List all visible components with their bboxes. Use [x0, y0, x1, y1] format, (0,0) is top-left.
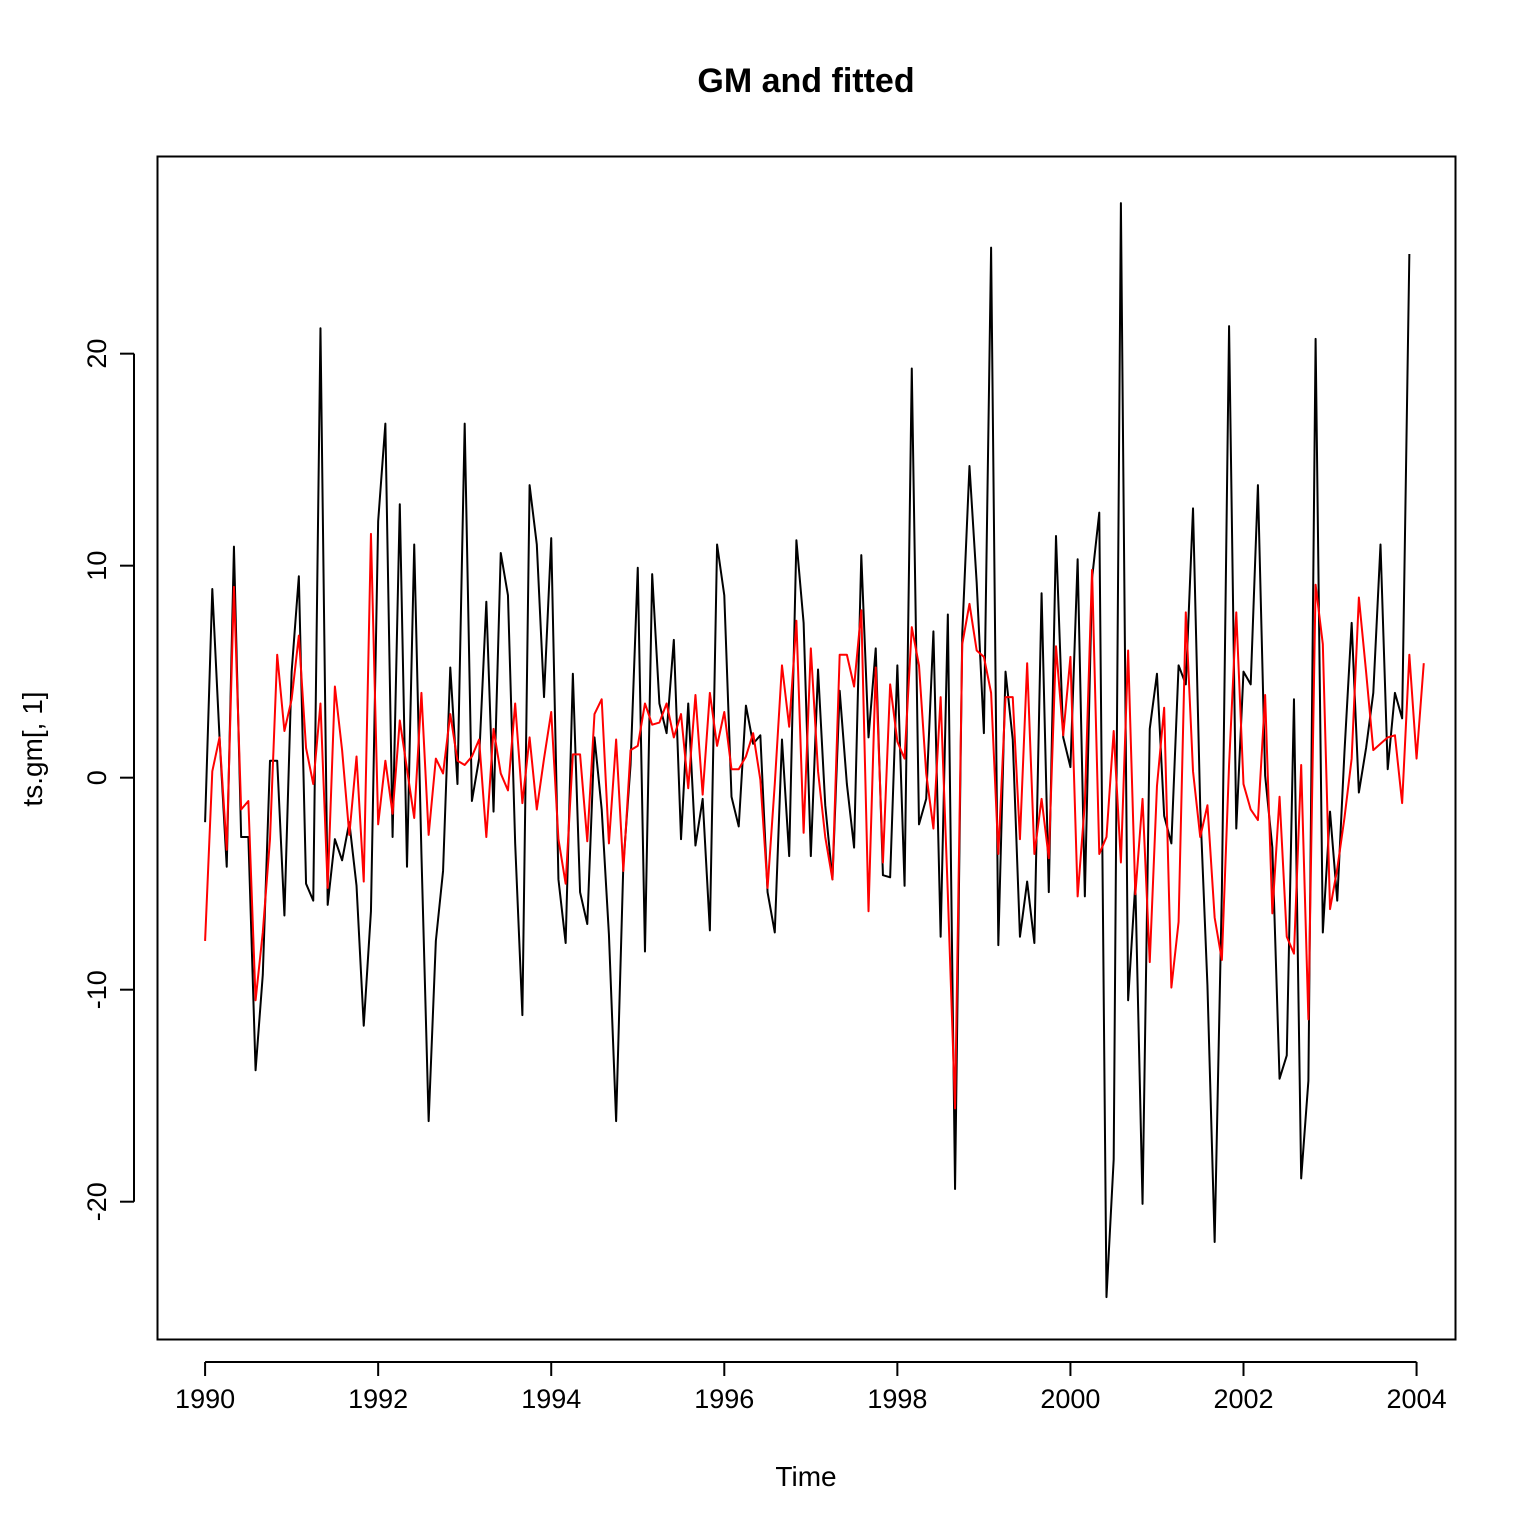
x-axis: 1990 1992 1994 1996 1998 2000 2002 2004 — [175, 1361, 1447, 1414]
x-tick-label: 2004 — [1387, 1384, 1447, 1414]
x-tick-label: 2002 — [1213, 1384, 1273, 1414]
y-axis: -20 -10 0 10 20 — [82, 339, 135, 1221]
y-tick-label: -20 — [82, 1182, 112, 1221]
x-tick-label: 1992 — [348, 1384, 408, 1414]
x-tick-label: 2000 — [1040, 1384, 1100, 1414]
y-tick-label: 10 — [82, 551, 112, 581]
x-tick-label: 1990 — [175, 1384, 235, 1414]
chart-title: GM and fitted — [697, 62, 914, 100]
x-tick-label: 1994 — [521, 1384, 581, 1414]
y-axis-label: ts.gm[, 1] — [17, 691, 48, 806]
y-tick-label: 20 — [82, 339, 112, 369]
plot-frame — [156, 155, 1457, 1341]
x-tick-label: 1998 — [867, 1384, 927, 1414]
x-axis-label: Time — [775, 1461, 836, 1492]
y-tick-label: -10 — [82, 970, 112, 1009]
series-line-fitted — [204, 532, 1425, 1110]
x-tick-label: 1996 — [694, 1384, 754, 1414]
series-layer — [204, 202, 1425, 1299]
y-tick-label: 0 — [82, 770, 112, 785]
plot-area — [156, 155, 1457, 1341]
